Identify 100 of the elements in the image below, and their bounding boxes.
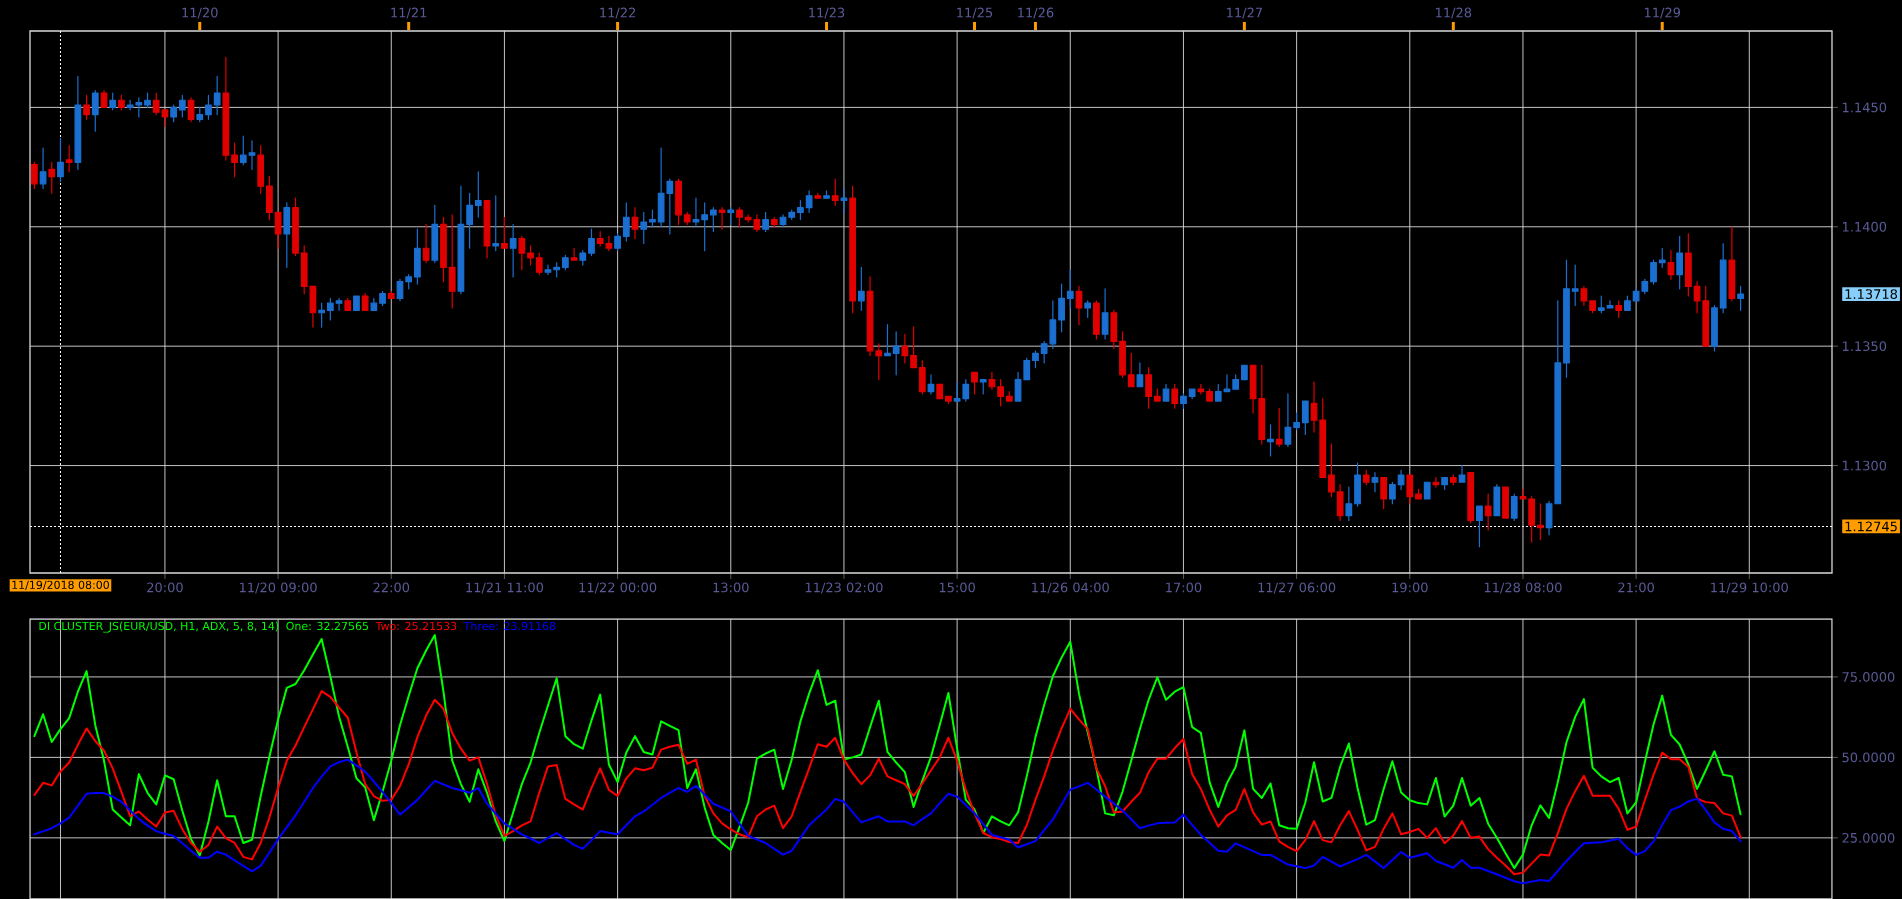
candlestick <box>118 94 125 111</box>
x-tick-label: 11/29 10:00 <box>1711 582 1788 594</box>
candlestick <box>736 207 743 228</box>
candlestick <box>1310 381 1318 433</box>
candlestick <box>483 199 491 259</box>
candlestick <box>709 207 717 233</box>
y-tick-label: 1.1400 <box>1842 221 1887 232</box>
candlestick <box>1545 500 1553 536</box>
candlestick <box>1388 481 1396 505</box>
candlestick <box>1510 493 1518 522</box>
candlestick <box>997 378 1005 407</box>
candlestick <box>205 94 212 120</box>
candlestick <box>1075 285 1083 326</box>
candlestick <box>1693 281 1701 314</box>
candlestick <box>379 290 386 307</box>
category-label: 11/22 <box>600 7 636 19</box>
candlestick <box>1014 371 1022 402</box>
candlestick <box>57 137 64 183</box>
candlestick <box>1728 226 1736 302</box>
category-label: 11/25 <box>957 7 993 19</box>
candlestick <box>109 92 117 111</box>
candlestick <box>231 142 238 178</box>
candlestick <box>1284 393 1292 448</box>
candlestick <box>718 207 726 230</box>
candlestick <box>588 228 595 257</box>
candlestick <box>1493 484 1501 517</box>
category-label: 11/26 <box>1018 7 1054 19</box>
candlestick <box>274 211 282 249</box>
candlestick <box>962 378 970 402</box>
x-tick-label: 11/20 09:00 <box>240 582 317 594</box>
candlestick <box>1162 383 1170 402</box>
candlestick <box>178 94 186 118</box>
candlestick <box>170 104 178 123</box>
candlestick <box>1206 388 1213 402</box>
y-tick-label: 1.1350 <box>1842 341 1887 352</box>
candlestick <box>1058 283 1065 333</box>
candlestick <box>918 359 926 395</box>
candlestick <box>1415 488 1422 500</box>
candlestick <box>283 202 291 268</box>
candlestick <box>91 90 99 132</box>
candlestick <box>1101 288 1109 340</box>
candlestick <box>344 297 352 311</box>
candlestick <box>1336 484 1344 522</box>
candlestick <box>440 216 447 283</box>
candlestick <box>405 273 413 290</box>
ref-line-label: 1.12745 <box>1845 521 1897 532</box>
candlestick <box>1354 462 1361 507</box>
candlestick <box>1580 285 1588 307</box>
x-tick-label: 17:00 <box>1166 582 1202 593</box>
candlestick <box>823 190 830 199</box>
candlestick <box>1711 304 1718 352</box>
candlestick <box>1737 285 1744 311</box>
candlestick <box>1650 259 1657 285</box>
candlestick <box>1110 309 1118 350</box>
category-label: 11/21 <box>391 7 427 19</box>
candlestick <box>1032 350 1039 369</box>
x-tick-label: 13:00 <box>713 582 749 593</box>
candlestick <box>1371 472 1379 493</box>
candlestick <box>1171 383 1179 409</box>
candlestick <box>936 383 944 400</box>
candlestick <box>762 211 769 233</box>
candlestick <box>387 290 395 300</box>
candlestick <box>779 214 787 228</box>
candlestick <box>1476 505 1483 548</box>
candlestick <box>527 245 534 266</box>
candlestick <box>1519 488 1527 500</box>
candlestick <box>1380 476 1388 510</box>
x-tick-label: 19:00 <box>1392 582 1428 593</box>
candlestick <box>474 171 482 218</box>
candlestick <box>457 185 465 295</box>
candlestick <box>196 106 204 123</box>
category-label: 11/20 <box>182 7 218 19</box>
candlestick <box>1406 474 1414 505</box>
candlestick <box>48 161 56 194</box>
candlestick <box>866 276 874 357</box>
candlestick <box>535 252 543 276</box>
candlestick <box>213 75 221 116</box>
candlestick <box>553 261 561 278</box>
candlestick <box>1484 493 1492 531</box>
candlestick <box>1467 472 1475 524</box>
candlestick <box>1040 340 1048 364</box>
candlestick <box>1066 269 1074 309</box>
candlestick <box>797 199 804 221</box>
candlestick <box>1606 300 1614 309</box>
candlestick <box>1232 374 1240 390</box>
candlestick <box>1084 300 1092 319</box>
candlestick <box>266 176 273 221</box>
candlestick <box>927 374 935 395</box>
candlestick <box>1223 374 1231 393</box>
candlestick <box>1397 469 1405 491</box>
candlestick <box>770 216 778 228</box>
candlestick <box>570 247 578 261</box>
candlestick <box>1145 367 1153 409</box>
candlestick <box>788 209 796 221</box>
candlestick <box>1275 407 1283 448</box>
candlestick <box>910 326 917 369</box>
candlestick <box>1624 295 1631 311</box>
candlestick <box>414 228 421 285</box>
candlestick <box>83 94 90 120</box>
candlestick <box>1502 486 1509 519</box>
